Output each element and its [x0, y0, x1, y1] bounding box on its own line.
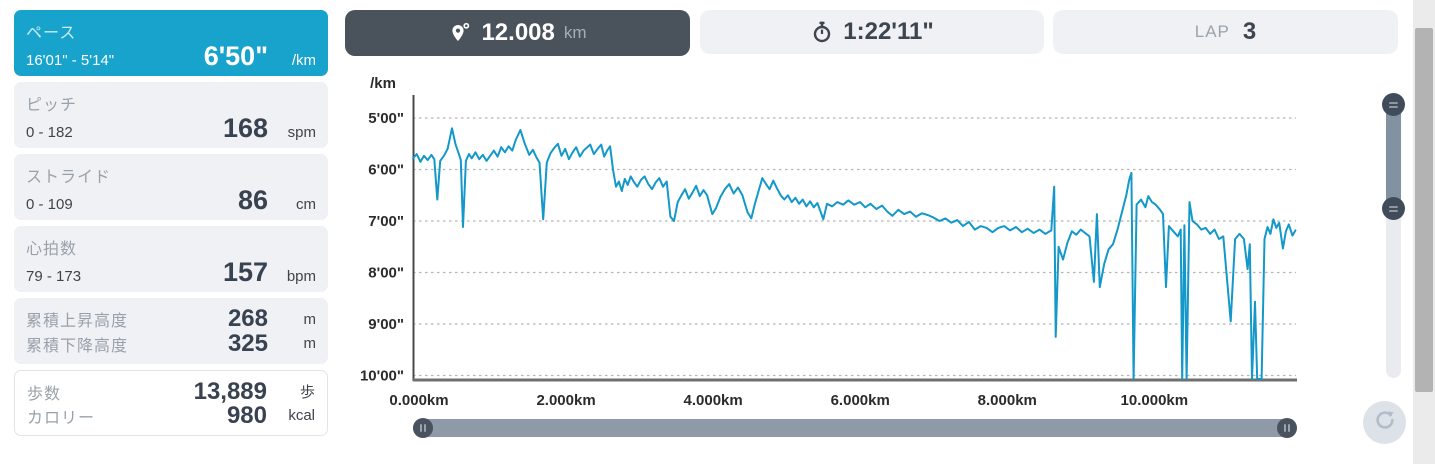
- descent-label: 累積下降高度: [26, 337, 129, 355]
- ascent-label: 累積上昇高度: [26, 313, 129, 331]
- tab-lap-label: LAP: [1194, 22, 1230, 41]
- route-pin-icon: [448, 21, 472, 45]
- stopwatch-icon: [810, 20, 834, 44]
- ascent-value: 268: [227, 305, 268, 333]
- vertical-zoom-slider-range[interactable]: [1386, 98, 1401, 212]
- svg-text:8.000km: 8.000km: [978, 392, 1037, 409]
- descent-value: 325: [227, 329, 268, 357]
- stride-unit: cm: [296, 196, 316, 213]
- horizontal-range-handle-right[interactable]: [1277, 418, 1297, 438]
- pace-range: 16'01" - 5'14": [26, 52, 115, 69]
- pitch-value: 168: [222, 113, 268, 143]
- steps-value: 13,889: [193, 377, 267, 405]
- scrollbar-thumb[interactable]: [1415, 28, 1433, 392]
- stride-value: 86: [237, 185, 268, 215]
- metric-card-elevation[interactable]: 累積上昇高度 268 m 累積下降高度 325 m: [14, 298, 328, 364]
- rotate-reset-icon: [1372, 407, 1398, 438]
- tab-distance-value: 12.008: [481, 19, 555, 46]
- tab-lap[interactable]: LAP 3: [1053, 10, 1398, 54]
- horizontal-range-handle-left[interactable]: [413, 418, 433, 438]
- svg-text:4.000km: 4.000km: [684, 392, 743, 409]
- tab-duration-value: 1:22'11": [843, 18, 934, 45]
- metric-card-steps-calories[interactable]: 歩数 13,889 歩 カロリー 980 kcal: [14, 370, 328, 436]
- svg-text:0.000km: 0.000km: [389, 392, 448, 409]
- svg-text:6.000km: 6.000km: [831, 392, 890, 409]
- stride-range: 0 - 109: [26, 196, 73, 213]
- svg-text:2.000km: 2.000km: [536, 392, 595, 409]
- svg-text:10'00": 10'00": [360, 368, 404, 385]
- ascent-unit: m: [303, 310, 317, 328]
- vertical-zoom-handle-bottom[interactable]: [1382, 197, 1405, 220]
- heart-rate-value: 157: [222, 257, 268, 287]
- pace-unit: /km: [291, 52, 316, 69]
- svg-text:6'00": 6'00": [368, 162, 404, 179]
- pace-value: 6'50": [203, 41, 268, 71]
- vertical-zoom-handle-top[interactable]: [1382, 93, 1405, 116]
- reset-zoom-button[interactable]: [1363, 401, 1406, 444]
- metric-card-pitch[interactable]: ピッチ 0 - 182 168 spm: [14, 82, 328, 148]
- calories-unit: kcal: [288, 407, 315, 424]
- svg-text:8'00": 8'00": [368, 265, 404, 282]
- descent-unit: m: [303, 335, 317, 353]
- steps-label: 歩数: [27, 385, 62, 403]
- metric-card-stride[interactable]: ストライド 0 - 109 86 cm: [14, 154, 328, 220]
- svg-text:/km: /km: [370, 75, 396, 92]
- svg-text:5'00": 5'00": [368, 110, 404, 127]
- svg-text:10.000km: 10.000km: [1121, 392, 1189, 409]
- tab-distance-unit: km: [563, 23, 587, 42]
- tab-distance[interactable]: 12.008 km: [345, 10, 690, 56]
- steps-unit: 歩: [299, 384, 315, 401]
- pitch-title: ピッチ: [26, 97, 78, 114]
- pace-title: ペース: [26, 25, 77, 42]
- tab-lap-value: 3: [1242, 18, 1257, 45]
- calories-label: カロリー: [27, 409, 96, 427]
- heart-rate-title: 心拍数: [26, 241, 78, 258]
- metric-card-heart-rate[interactable]: 心拍数 79 - 173 157 bpm: [14, 226, 328, 292]
- horizontal-range-slider-track[interactable]: [413, 419, 1296, 437]
- stride-title: ストライド: [26, 169, 112, 186]
- svg-text:9'00": 9'00": [368, 316, 404, 333]
- metric-card-pace[interactable]: ペース 16'01" - 5'14" 6'50" /km: [14, 10, 328, 76]
- calories-value: 980: [226, 401, 267, 429]
- tab-duration[interactable]: 1:22'11": [700, 10, 1044, 54]
- pitch-unit: spm: [287, 124, 316, 141]
- pitch-range: 0 - 182: [26, 124, 73, 141]
- svg-text:7'00": 7'00": [368, 213, 404, 230]
- heart-rate-unit: bpm: [286, 268, 316, 285]
- heart-rate-range: 79 - 173: [26, 268, 82, 285]
